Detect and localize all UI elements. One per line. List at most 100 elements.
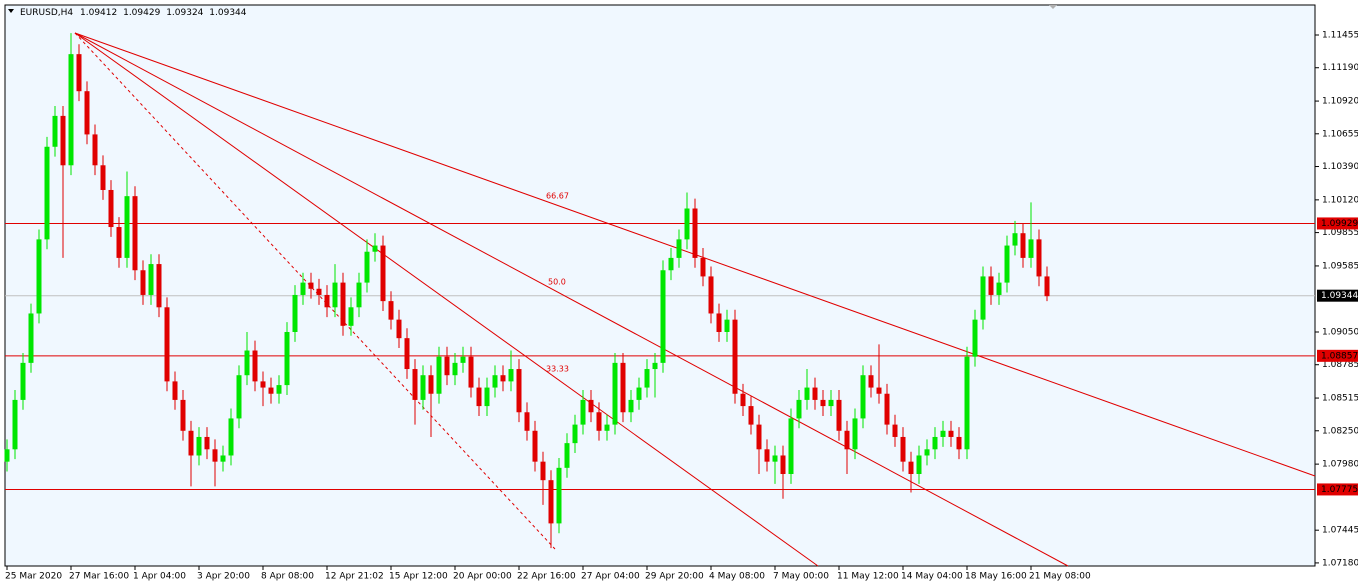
candle-body <box>1028 239 1034 258</box>
candle-body <box>364 251 370 283</box>
candle-body <box>252 350 258 382</box>
candle-body <box>724 319 730 332</box>
candle-body <box>540 461 546 481</box>
candle-body <box>228 418 234 456</box>
candle-body <box>828 399 834 407</box>
candle-body <box>460 356 466 363</box>
candle-body <box>4 449 10 462</box>
candle-body <box>124 196 130 258</box>
candle-body <box>508 369 514 382</box>
x-tick-label: 7 May 00:00 <box>773 572 829 582</box>
candle-body <box>1036 239 1042 277</box>
candles <box>4 33 1050 549</box>
candle-body <box>516 369 522 413</box>
candle-body <box>108 189 114 228</box>
y-tick-label: 1.08250 <box>1322 426 1358 436</box>
candle-body <box>692 208 698 258</box>
candle-body <box>204 436 210 450</box>
x-tick-label: 15 Apr 12:00 <box>389 572 448 582</box>
candle-body <box>924 449 930 456</box>
candle-body <box>68 54 74 166</box>
candle-body <box>988 276 994 295</box>
current-price-tag <box>1317 289 1358 302</box>
high-price: 1.09429 <box>123 8 160 18</box>
candle-body <box>1004 245 1010 283</box>
candle-body <box>660 270 666 363</box>
x-tick-label: 3 Apr 20:00 <box>197 572 250 582</box>
fan-line <box>74 32 1069 567</box>
y-tick-label: 1.10120 <box>1322 195 1358 205</box>
candle-body <box>716 313 722 332</box>
candle-body <box>28 313 34 363</box>
candle-body <box>420 375 426 400</box>
candle-body <box>972 319 978 357</box>
candle-body <box>804 387 810 400</box>
candle-body <box>348 307 354 326</box>
candle-body <box>52 115 58 147</box>
candle-body <box>276 385 282 394</box>
candle-body <box>492 375 498 388</box>
candle-body <box>756 424 762 450</box>
candle-body <box>796 399 802 419</box>
candle-body <box>300 282 306 295</box>
candle-body <box>788 418 794 475</box>
candle-body <box>444 356 450 376</box>
candle-body <box>732 319 738 394</box>
candle-body <box>356 282 362 308</box>
candle-body <box>708 276 714 314</box>
low-price: 1.09324 <box>166 8 203 18</box>
candle-body <box>532 430 538 462</box>
candle-body <box>372 245 378 252</box>
x-tick-label: 27 Apr 04:00 <box>581 572 640 582</box>
scroll-marker <box>1049 5 1057 9</box>
candle-body <box>644 369 650 388</box>
candle-body <box>412 369 418 400</box>
price-level-label: 1.09929 <box>1321 219 1358 229</box>
candle-body <box>76 54 82 92</box>
y-tick-label: 1.07980 <box>1322 460 1358 470</box>
candle-body <box>308 282 314 289</box>
candle-body <box>188 430 194 456</box>
candle-body <box>764 449 770 462</box>
candle-body <box>556 467 562 524</box>
candle-body <box>236 375 242 419</box>
candle-body <box>780 455 786 475</box>
candle-body <box>620 362 626 413</box>
candle-body <box>316 288 322 295</box>
close-price: 1.09344 <box>209 8 246 18</box>
candle-body <box>572 424 578 444</box>
candle-body <box>60 115 66 166</box>
candle-body <box>996 282 1002 295</box>
candle-body <box>524 412 530 431</box>
candle-body <box>940 430 946 437</box>
x-tick-label: 20 Apr 00:00 <box>453 572 512 582</box>
candle-body <box>84 91 90 135</box>
y-tick-label: 1.09050 <box>1322 327 1358 337</box>
price-level-label: 1.07775 <box>1321 485 1358 495</box>
candle-body <box>956 436 962 450</box>
candle-body <box>636 387 642 400</box>
candle-body <box>396 319 402 339</box>
x-tick-label: 22 Apr 16:00 <box>517 572 576 582</box>
candle-body <box>1012 233 1018 246</box>
candle-body <box>684 208 690 240</box>
fan-label: 50.0 <box>548 278 566 287</box>
candle-body <box>932 436 938 450</box>
candle-body <box>884 393 890 425</box>
axes: 1.11455 1.11190 1.10920 1.10655 1.10390 1.101… <box>5 31 1358 582</box>
candle-body <box>964 356 970 450</box>
y-tick-label: 1.08785 <box>1322 360 1358 370</box>
x-tick-label: 12 Apr 21:02 <box>325 572 384 582</box>
candle-body <box>868 375 874 388</box>
candle-body <box>268 387 274 394</box>
candle-body <box>916 455 922 475</box>
x-tick-label: 1 Apr 04:00 <box>133 572 186 582</box>
candle-body <box>748 406 754 425</box>
candle-body <box>132 196 138 271</box>
candle-body <box>908 461 914 475</box>
candle-body <box>36 239 42 314</box>
price-level-tag <box>1317 483 1358 496</box>
candle-body <box>580 399 586 425</box>
menu-arrow <box>8 9 14 13</box>
candle-body <box>596 412 602 431</box>
